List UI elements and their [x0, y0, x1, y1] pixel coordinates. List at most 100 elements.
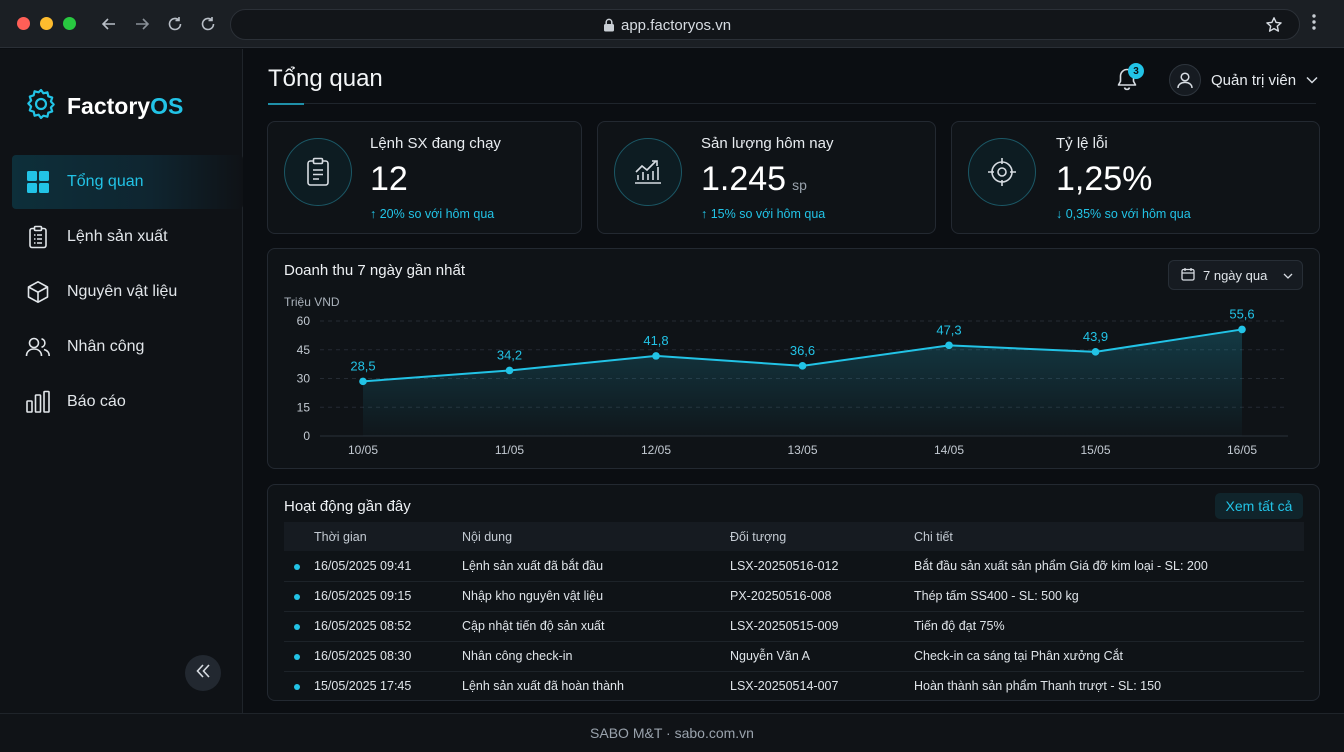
title-accent-bar	[268, 103, 304, 105]
table-row[interactable]: 16/05/2025 09:15 Nhập kho nguyên vật liệu…	[284, 581, 1304, 612]
stat-value: 12	[370, 160, 408, 199]
sidebar-item-bao-cao[interactable]: Báo cáo	[12, 375, 243, 429]
row-status-cell	[284, 611, 314, 642]
stat-trend: ↑ 15% so với hôm qua	[701, 207, 826, 221]
table-row[interactable]: 15/05/2025 17:45 Lệnh sản xuất đã hoàn th…	[284, 671, 1304, 701]
forward-arrow-icon[interactable]	[130, 12, 154, 36]
sidebar-menu: Tổng quan Lệnh sản xuất Nguyên vật liệu …	[12, 155, 243, 430]
data-label: 36,6	[790, 343, 815, 358]
data-point[interactable]	[505, 366, 514, 375]
stat-value-number: 12	[370, 160, 408, 198]
cell-target: LSX-20250515-009	[730, 611, 914, 642]
sidebar-item-label: Báo cáo	[67, 393, 126, 410]
column-header: Nội dung	[462, 529, 513, 544]
logo-text-prefix: Factory	[67, 93, 151, 119]
stat-card-output-today: Sản lượng hôm nay 1.245 sp ↑ 15% so với h…	[597, 121, 936, 234]
main-content: Tổng quan 3 Quản trị viên Lệnh SX đang c…	[244, 49, 1344, 713]
row-status-cell	[284, 671, 314, 701]
sidebar-item-nguyen-vat-lieu[interactable]: Nguyên vật liệu	[12, 265, 243, 319]
data-label: 55,6	[1229, 306, 1254, 321]
sidebar-item-nhan-cong[interactable]: Nhân công	[12, 320, 243, 374]
stat-unit: sp	[792, 177, 807, 193]
y-tick-label: 0	[303, 429, 310, 443]
row-status-cell	[284, 641, 314, 672]
url-text: app.factoryos.vn	[621, 17, 732, 34]
status-dot	[294, 624, 300, 630]
chevron-down-icon	[1283, 268, 1293, 283]
data-point[interactable]	[798, 362, 807, 370]
cell-target: PX-20250516-008	[730, 581, 914, 612]
sidebar-item-label: Lệnh sản xuất	[67, 228, 168, 245]
cell-detail: Check-in ca sáng tại Phân xưởng Cắt	[914, 641, 1304, 672]
user-name: Quản trị viên	[1211, 71, 1297, 89]
cell-time: 16/05/2025 09:15	[314, 581, 462, 612]
stat-label: Sản lượng hôm nay	[701, 135, 834, 152]
stat-value-number: 1,25%	[1056, 160, 1153, 198]
cell-detail: Hoàn thành sản phẩm Thanh trượt - SL: 15…	[914, 679, 1162, 694]
data-label: 41,8	[643, 333, 668, 348]
table-row[interactable]: 16/05/2025 09:41 Lệnh sản xuất đã bắt đầu…	[284, 551, 1304, 582]
sidebar-item-lenh-san-xuat[interactable]: Lệnh sản xuất	[12, 210, 243, 264]
data-point[interactable]	[1238, 325, 1246, 334]
cell-content: Lệnh sản xuất đã hoàn thành	[462, 679, 624, 694]
footer: SABO M&T · sabo.com.vn	[0, 713, 1344, 752]
user-menu[interactable]: Quản trị viên	[1169, 64, 1318, 96]
y-tick-label: 45	[297, 343, 311, 357]
reload-icon[interactable]	[163, 12, 187, 36]
activity-table: Thời gian Nội dung Đối tượng Chi tiết 16…	[284, 522, 1304, 701]
dashboard-grid-icon	[25, 169, 51, 195]
date-range-label: 7 ngày qua	[1203, 267, 1268, 283]
data-point[interactable]	[359, 377, 367, 386]
cell-content: Cập nhật tiến độ sản xuất	[462, 611, 730, 642]
x-tick-label: 14/05	[934, 443, 964, 457]
browser-menu-icon[interactable]	[1311, 12, 1317, 37]
sidebar-item-label: Nguyên vật liệu	[67, 283, 178, 300]
cell-detail: Bắt đầu sản xuất sản phẩm Giá đỡ kim loạ…	[914, 551, 1304, 582]
cell-detail: Thép tấm SS400 - SL: 500 kg	[914, 581, 1304, 612]
revenue-area-fill	[363, 329, 1242, 436]
collapse-sidebar-button[interactable]	[185, 655, 221, 691]
cell-target: LSX-20250516-012	[730, 551, 914, 582]
stat-value: 1,25%	[1056, 160, 1152, 199]
y-tick-label: 60	[297, 314, 311, 328]
status-dot	[294, 563, 300, 570]
stat-trend: ↑ 20% so với hôm qua	[370, 207, 495, 221]
cube-icon	[25, 279, 51, 305]
revenue-line-chart: Triệu VND 0 15 30 45 60 28,5 10/05 34,2 11/05 41…	[284, 295, 1288, 457]
data-label: 47,3	[936, 322, 961, 337]
column-header: Đối tượng	[730, 529, 787, 544]
data-point[interactable]	[1091, 348, 1100, 356]
close-window-button[interactable]	[17, 17, 30, 30]
revenue-chart-title: Doanh thu 7 ngày gần nhất	[284, 262, 465, 279]
data-point[interactable]	[652, 352, 660, 360]
address-bar[interactable]: app.factoryos.vn	[230, 9, 1300, 40]
sidebar-item-label: Nhân công	[67, 338, 145, 355]
view-all-button[interactable]: Xem tất cả	[1215, 493, 1303, 519]
date-range-select[interactable]: 7 ngày qua	[1168, 260, 1303, 290]
refresh-icon[interactable]	[196, 12, 220, 36]
sidebar-item-tong-quan[interactable]: Tổng quan	[12, 155, 243, 209]
calendar-icon	[1181, 267, 1195, 284]
stat-label: Tỷ lệ lỗi	[1056, 135, 1108, 152]
notification-count-badge: 3	[1128, 63, 1144, 79]
maximize-window-button[interactable]	[63, 17, 76, 30]
data-point[interactable]	[945, 341, 953, 350]
app-logo[interactable]: FactoryOS	[24, 87, 183, 126]
row-status-cell	[284, 551, 314, 582]
target-icon	[968, 138, 1036, 206]
gear-logo-icon	[24, 87, 58, 126]
chevron-down-icon	[1306, 71, 1318, 89]
minimize-window-button[interactable]	[40, 17, 53, 30]
stat-value-number: 1.245	[701, 160, 787, 198]
cell-time: 16/05/2025 09:41	[314, 551, 462, 582]
revenue-chart-card: Doanh thu 7 ngày gần nhất 7 ngày qua Tri…	[267, 248, 1320, 469]
double-chevron-left-icon	[195, 663, 211, 683]
x-tick-label: 16/05	[1227, 443, 1257, 457]
cell-target: LSX-20250514-007	[730, 679, 839, 694]
table-row[interactable]: 16/05/2025 08:52 Cập nhật tiến độ sản xuấ…	[284, 611, 1304, 642]
back-arrow-icon[interactable]	[97, 12, 121, 36]
stat-label: Lệnh SX đang chạy	[370, 135, 501, 152]
table-row[interactable]: 16/05/2025 08:30 Nhân công check-in Nguyễn…	[284, 641, 1304, 672]
logo-text: FactoryOS	[67, 93, 183, 120]
bookmark-star-icon[interactable]	[1265, 16, 1283, 39]
